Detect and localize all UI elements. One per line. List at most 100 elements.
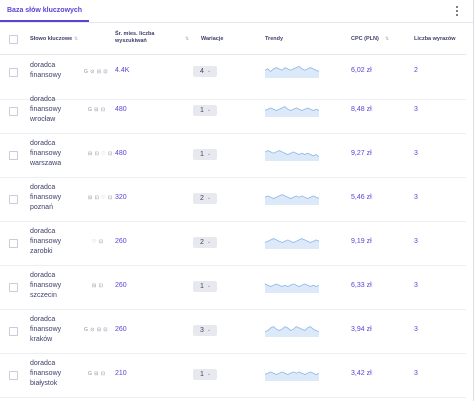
table-row[interactable]: doradca finansowy poznań ⊟ ⊡ ♡ ⊡ 320 2 ⌄… [0,177,466,222]
sort-icon[interactable]: ⇅ [185,36,190,42]
search-volume: 320 [115,194,127,201]
chevron-down-icon: ⌄ [207,68,212,74]
cpc-value: 5,46 zł [351,194,372,201]
search-volume: 260 [115,326,127,333]
chevron-down-icon: ⌄ [207,151,212,157]
chevron-down-icon: ⌄ [207,239,212,245]
search-volume: 480 [115,106,127,113]
table-row[interactable]: doradca finansowy kraków G ⊙ ⊟ ⊡ 260 3 ⌄… [0,309,466,354]
select-all-checkbox[interactable] [9,35,18,44]
keyword-text[interactable]: doradca finansowy poznań [30,184,62,211]
variations-dropdown[interactable]: 1 ⌄ [193,369,217,380]
row-checkbox[interactable] [9,195,18,204]
search-volume: 4.4K [115,67,130,74]
chevron-down-icon: ⌄ [207,327,212,333]
word-count: 3 [414,326,418,333]
column-header-word-count[interactable]: Liczba wyrazów [414,36,456,42]
keyword-text[interactable]: doradca finansowy szczecin [30,272,62,299]
cpc-value: 6,33 zł [351,282,372,289]
word-count: 2 [414,67,418,74]
variations-count: 1 [200,371,204,378]
tab-bar: Baza słów kluczowych [0,0,474,23]
column-header-keyword[interactable]: Słowo kluczowe [30,36,73,42]
search-volume: 260 [115,282,127,289]
word-count: 3 [414,282,418,289]
trend-sparkline [265,65,319,78]
trend-sparkline [265,238,319,249]
table-row[interactable]: doradca finansowy warszawa ⊟ ⊡ ♡ ⊡ 480 1… [0,133,466,178]
serp-feature-icons: G ⊟ ⊡ [88,107,106,113]
trend-sparkline [265,283,319,293]
row-checkbox[interactable] [9,68,18,77]
tab-keyword-database[interactable]: Baza słów kluczowych [0,0,90,22]
column-header-volume[interactable]: Śr. mies. liczba wyszukiwań [115,31,155,44]
word-count: 3 [414,370,418,377]
row-checkbox[interactable] [9,371,18,380]
serp-feature-icons: ♡ ⊡ [92,239,104,245]
variations-dropdown[interactable]: 4 ⌄ [193,66,217,77]
sort-icon[interactable]: ⇅ [385,36,390,42]
serp-feature-icons: G ⊟ ⊡ [88,371,106,377]
table-row[interactable]: doradca finansowy białystok G ⊟ ⊡ 210 1 … [0,353,466,398]
keyword-text[interactable]: doradca finansowy wrocław [30,96,62,123]
search-volume: 260 [115,238,127,245]
serp-feature-icons: ⊟ ⊡ ♡ ⊡ [88,151,113,157]
cpc-value: 8,48 zł [351,106,372,113]
chevron-down-icon: ⌄ [207,195,212,201]
row-checkbox[interactable] [9,327,18,336]
trend-sparkline [265,194,319,205]
variations-count: 3 [200,327,204,334]
word-count: 3 [414,150,418,157]
variations-dropdown[interactable]: 2 ⌄ [193,237,217,248]
row-checkbox[interactable] [9,283,18,292]
keyword-text[interactable]: doradca finansowy zarobki [30,228,62,255]
variations-count: 2 [200,239,204,246]
serp-feature-icons: G ⊙ ⊟ ⊡ [84,327,109,333]
search-volume: 210 [115,370,127,377]
variations-dropdown[interactable]: 3 ⌄ [193,325,217,336]
word-count: 3 [414,194,418,201]
table-row[interactable]: doradca finansowy szczecin ⊟ ⊡ 260 1 ⌄ 6… [0,265,466,310]
sort-icon[interactable]: ⇅ [74,36,79,42]
serp-feature-icons: ⊟ ⊡ [92,283,104,289]
keyword-text[interactable]: doradca finansowy kraków [30,316,62,343]
row-checkbox[interactable] [9,107,18,116]
table-row[interactable]: doradca finansowy zarobki ♡ ⊡ 260 2 ⌄ 9,… [0,221,466,266]
variations-count: 1 [200,107,204,114]
search-volume: 480 [115,150,127,157]
variations-count: 2 [200,195,204,202]
variations-dropdown[interactable]: 2 ⌄ [193,193,217,204]
cpc-value: 3,94 zł [351,326,372,333]
cpc-value: 9,27 zł [351,150,372,157]
variations-count: 1 [200,283,204,290]
column-header-trends: Trendy [265,36,284,42]
variations-count: 4 [200,68,204,75]
trend-sparkline [265,106,319,117]
cpc-value: 6,02 zł [351,67,372,74]
table-row[interactable]: doradca finansowy G ⊙ ⊟ ⊡ 4.4K 4 ⌄ 6,02 … [0,55,466,100]
cpc-value: 9,19 zł [351,238,372,245]
keyword-text[interactable]: doradca finansowy białystok [30,360,62,387]
variations-count: 1 [200,151,204,158]
trend-sparkline [265,371,319,381]
row-checkbox[interactable] [9,151,18,160]
table-header: Słowo kluczowe ⇅ Śr. mies. liczba wyszuk… [0,24,466,55]
variations-dropdown[interactable]: 1 ⌄ [193,281,217,292]
word-count: 3 [414,106,418,113]
variations-dropdown[interactable]: 1 ⌄ [193,105,217,116]
serp-feature-icons: G ⊙ ⊟ ⊡ [84,69,109,75]
more-options-icon[interactable] [453,4,461,18]
keyword-text[interactable]: doradca finansowy [30,62,62,79]
variations-dropdown[interactable]: 1 ⌄ [193,149,217,160]
column-header-variations[interactable]: Wariacje [201,36,224,42]
trend-sparkline [265,326,319,337]
keyword-text[interactable]: doradca finansowy warszawa [30,140,62,167]
row-checkbox[interactable] [9,239,18,248]
chevron-down-icon: ⌄ [207,107,212,113]
chevron-down-icon: ⌄ [207,283,212,289]
word-count: 3 [414,238,418,245]
chevron-down-icon: ⌄ [207,371,212,377]
column-header-cpc[interactable]: CPC (PLN) [351,36,379,42]
trend-sparkline [265,150,319,161]
table-row[interactable]: doradca finansowy wrocław G ⊟ ⊡ 480 1 ⌄ … [0,89,466,134]
